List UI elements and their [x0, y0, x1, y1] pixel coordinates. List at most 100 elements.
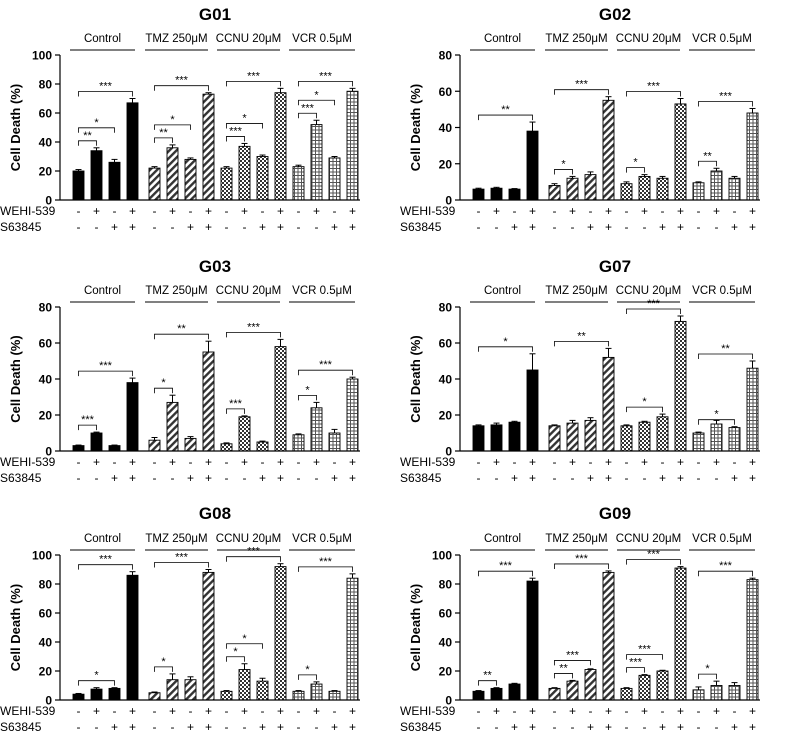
bar	[166, 401, 179, 452]
bar	[548, 425, 561, 452]
group-label: TMZ 250μM	[545, 33, 607, 45]
group-label: CCNU 20μM	[216, 285, 281, 297]
y-tick-label: 100	[32, 549, 52, 563]
significance-bracket	[298, 674, 317, 680]
y-tick-label: 0	[445, 445, 452, 459]
significance-bracket	[698, 419, 735, 425]
treatment-sign: -	[77, 471, 81, 485]
bar	[184, 437, 197, 452]
treatment-sign: -	[113, 704, 117, 718]
treatment-sign: -	[513, 204, 517, 218]
treatment-sign: -	[243, 220, 247, 234]
treatment-sign: -	[297, 220, 301, 234]
significance-bracket	[298, 80, 353, 87]
group-label: VCR 0.5μM	[292, 33, 352, 45]
treatment-sign: +	[677, 455, 684, 469]
bar	[692, 689, 705, 701]
treatment-sign: +	[129, 720, 136, 734]
significance-bracket	[478, 114, 533, 121]
chart-title: G01	[199, 5, 231, 24]
bar	[620, 183, 633, 201]
treatment-sign: -	[625, 455, 629, 469]
treatment-sign: -	[77, 220, 81, 234]
significance-bracket	[226, 408, 245, 414]
treatment-sign: +	[331, 471, 338, 485]
treatment-sign: -	[297, 471, 301, 485]
bar	[184, 679, 197, 701]
treatment-sign: -	[153, 455, 157, 469]
treatment-sign: -	[697, 455, 701, 469]
treatment-sign: -	[477, 220, 481, 234]
significance-bracket	[226, 643, 263, 649]
bar	[602, 571, 615, 701]
group-label: Control	[84, 533, 121, 545]
group-label: CCNU 20μM	[616, 533, 681, 545]
significance-label: ***	[175, 552, 189, 564]
treatment-sign: -	[225, 471, 229, 485]
significance-label: ***	[319, 556, 333, 568]
treatment-sign: +	[731, 720, 738, 734]
y-tick-label: 0	[445, 694, 452, 708]
treatment-sign: +	[493, 455, 500, 469]
bar	[692, 432, 705, 452]
treatment-sign: -	[171, 471, 175, 485]
group-label: TMZ 250μM	[145, 33, 207, 45]
treatment-row-label: S63845	[400, 720, 442, 734]
significance-label: ***	[499, 560, 513, 572]
treatment-sign: -	[225, 720, 229, 734]
significance-label: ***	[99, 81, 113, 93]
treatment-sign: -	[513, 455, 517, 469]
group-label: TMZ 250μM	[145, 533, 207, 545]
bar	[346, 378, 359, 452]
significance-bracket	[554, 660, 591, 666]
significance-bracket	[554, 673, 573, 679]
treatment-sign: +	[277, 471, 284, 485]
treatment-sign: +	[677, 720, 684, 734]
treatment-row-label: WEHI-539	[400, 204, 456, 218]
treatment-sign: +	[277, 455, 284, 469]
treatment-sign: -	[715, 471, 719, 485]
significance-bracket	[298, 566, 353, 572]
significance-bracket	[554, 169, 573, 175]
treatment-sign: -	[477, 471, 481, 485]
treatment-sign: +	[349, 704, 356, 718]
chart-title: G03	[199, 257, 231, 276]
treatment-sign: -	[697, 720, 701, 734]
treatment-sign: +	[277, 704, 284, 718]
treatment-sign: -	[643, 220, 647, 234]
bar	[620, 425, 633, 452]
treatment-sign: +	[93, 204, 100, 218]
chart-panels: G01 0 20 40 60 80 100 Cell Death (%) Control TMZ …	[0, 5, 760, 734]
treatment-sign: +	[605, 204, 612, 218]
treatment-sign: +	[259, 471, 266, 485]
significance-label: ***	[647, 81, 661, 93]
bar	[548, 185, 561, 201]
significance-bracket	[78, 127, 115, 133]
treatment-sign: +	[205, 204, 212, 218]
group-label: VCR 0.5μM	[692, 285, 752, 297]
significance-label: ***	[229, 398, 243, 410]
treatment-sign: -	[625, 204, 629, 218]
y-tick-label: 20	[39, 165, 53, 179]
treatment-sign: -	[477, 704, 481, 718]
treatment-sign: -	[243, 471, 247, 485]
treatment-sign: -	[95, 220, 99, 234]
treatment-sign: +	[749, 471, 756, 485]
treatment-sign: +	[205, 704, 212, 718]
y-tick-label: 80	[439, 578, 453, 592]
treatment-sign: +	[749, 704, 756, 718]
bar	[584, 669, 597, 701]
treatment-sign: -	[153, 704, 157, 718]
treatment-sign: +	[713, 204, 720, 218]
bar	[202, 93, 215, 201]
treatment-sign: +	[241, 204, 248, 218]
y-tick-label: 100	[32, 49, 52, 63]
bar	[72, 445, 85, 452]
bar	[72, 693, 85, 701]
significance-label: ***	[81, 414, 95, 426]
treatment-sign: -	[477, 204, 481, 218]
significance-bracket	[78, 91, 133, 97]
treatment-sign: -	[297, 720, 301, 734]
treatment-sign: +	[277, 720, 284, 734]
y-tick-label: 60	[39, 337, 53, 351]
